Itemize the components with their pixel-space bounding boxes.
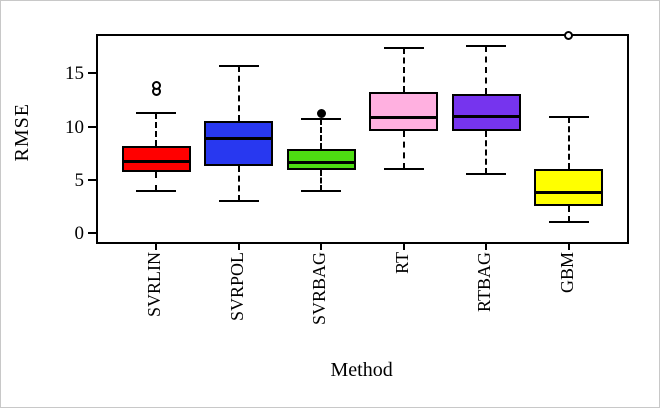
whisker-cap-lower-svrpol [218,200,259,203]
y-tick-label: 15 [65,63,84,85]
whisker-cap-upper-rtbag [466,44,506,47]
x-tick-mark [402,244,405,250]
x-tick-mark [237,244,240,250]
median-line-rtbag [451,114,521,118]
box-gbm [534,169,603,206]
whisker-lower-gbm [567,205,570,222]
outlier-point-svrbag [316,109,326,119]
whisker-lower-svrlin [155,171,157,191]
median-line-svrbag [286,161,356,165]
whisker-cap-lower-svrlin [136,189,176,192]
box-svrpol [204,121,273,167]
y-tick-mark [88,125,96,128]
whisker-upper-rtbag [485,45,487,94]
whisker-upper-svrbag [320,119,322,150]
box-svrlin [121,145,191,172]
x-tick-label-rtbag: RTBAG [474,252,494,312]
whisker-lower-rtbag [485,131,487,174]
y-tick-label: 5 [74,170,85,192]
x-tick-label-svrpol: SVRPOL [226,252,247,322]
plot-area [96,34,629,244]
y-tick-mark [88,72,96,75]
x-tick-label-svrlin: SVRLIN [144,252,164,318]
median-line-svrlin [121,160,191,164]
whisker-cap-lower-gbm [548,220,589,223]
outlier-point-svrlin [151,81,161,91]
whisker-upper-svrpol [237,65,240,122]
x-tick-label-gbm: GBM [556,252,577,294]
box-rt [369,91,438,131]
whisker-cap-lower-svrbag [301,189,341,192]
median-line-gbm [534,191,603,195]
whisker-lower-rt [402,131,405,170]
whisker-cap-lower-rtbag [466,172,506,175]
whisker-upper-gbm [567,117,570,170]
whisker-cap-upper-svrbag [301,118,341,121]
median-line-svrpol [204,136,273,140]
box-svrbag [286,149,356,171]
x-tick-label-svrbag: SVRBAG [309,252,329,326]
x-tick-mark [567,244,570,250]
whisker-cap-upper-gbm [548,116,589,119]
y-tick-label: 10 [65,116,84,138]
whisker-cap-upper-svrlin [136,111,176,114]
x-axis-title: Method [330,359,393,381]
whisker-upper-rt [402,47,405,92]
x-tick-mark [485,244,487,250]
whisker-cap-upper-svrpol [218,64,259,67]
y-tick-mark [88,179,96,182]
x-tick-mark [320,244,322,250]
box-rtbag [451,93,521,131]
median-line-rt [369,115,438,119]
y-tick-mark [88,232,96,235]
y-axis-title: RMSE [11,103,33,162]
whisker-upper-svrlin [155,112,157,146]
whisker-lower-svrbag [320,170,322,191]
y-tick-label: 0 [74,223,85,245]
whisker-lower-svrpol [237,166,240,202]
outlier-point-gbm [564,30,573,40]
x-tick-label-rt: RT [391,252,412,274]
whisker-cap-upper-rt [383,46,424,49]
x-tick-mark [155,244,157,250]
whisker-cap-lower-rt [383,168,424,171]
